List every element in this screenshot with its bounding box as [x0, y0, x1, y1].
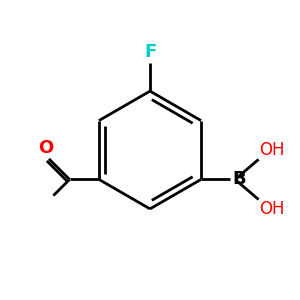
Text: F: F	[144, 43, 156, 61]
Text: OH: OH	[259, 141, 284, 159]
Text: O: O	[38, 140, 53, 158]
Text: B: B	[232, 170, 246, 188]
Text: OH: OH	[259, 200, 284, 218]
